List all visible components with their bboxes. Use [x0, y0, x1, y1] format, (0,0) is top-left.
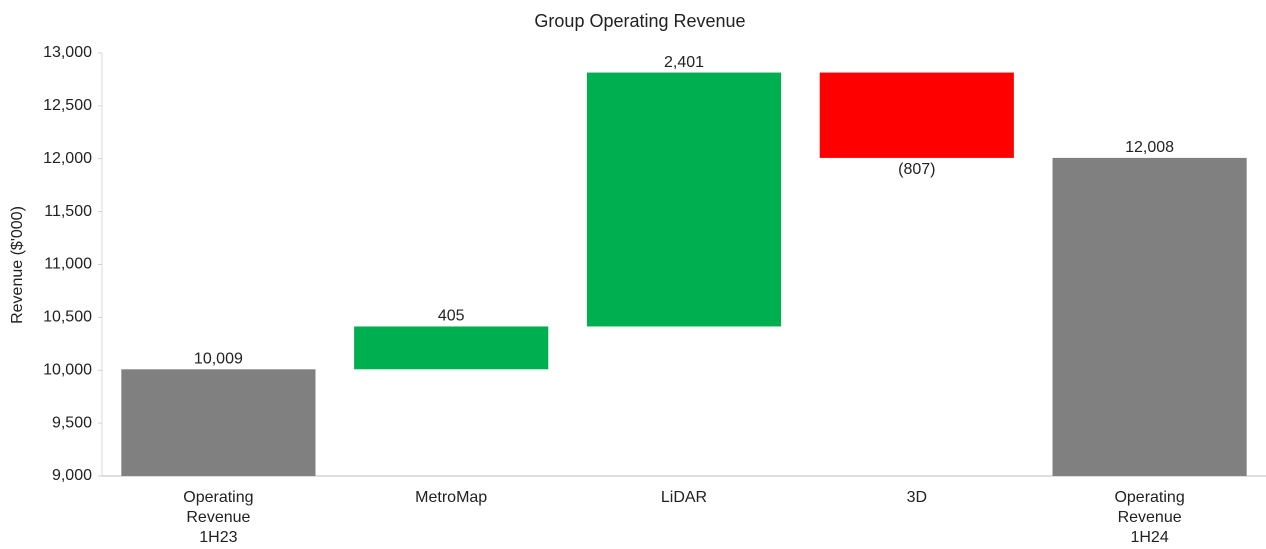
y-tick-label: 11,500: [44, 203, 92, 220]
chart-title: Group Operating Revenue: [534, 11, 745, 31]
y-tick-label: 11,000: [44, 256, 92, 273]
y-tick-label: 9,500: [52, 414, 92, 431]
value-label: 10,009: [194, 351, 243, 368]
bar: [121, 369, 316, 476]
y-tick-label: 10,500: [43, 309, 92, 326]
bar: [586, 72, 782, 327]
bar: [1052, 157, 1247, 477]
y-tick-label: 13,000: [43, 44, 92, 61]
x-tick-label: LiDAR: [660, 489, 708, 506]
value-label: 405: [438, 308, 465, 325]
y-tick-label: 12,500: [43, 97, 92, 114]
bar: [354, 326, 549, 370]
y-tick-label: 10,000: [43, 361, 92, 378]
value-label: (807): [898, 161, 935, 178]
y-tick-label: 12,000: [43, 150, 92, 167]
x-tick-label: MetroMap: [415, 489, 488, 506]
y-tick-label: 9,000: [52, 467, 92, 484]
bar: [819, 72, 1014, 158]
x-tick-label: Operating Revenue 1H23: [183, 489, 254, 546]
y-axis-label: Revenue ($'000): [9, 206, 26, 324]
x-tick-label: Operating Revenue 1H24: [1114, 489, 1185, 546]
value-label: 2,401: [664, 54, 704, 71]
x-tick-label: 3D: [906, 489, 928, 506]
value-label: 12,008: [1125, 139, 1174, 156]
